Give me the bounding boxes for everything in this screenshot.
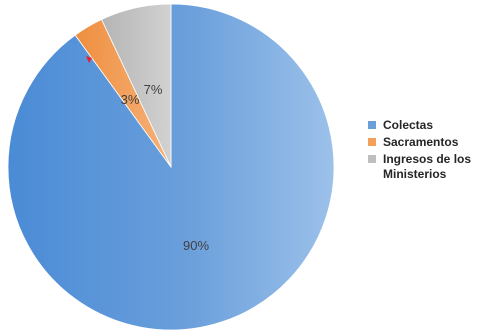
- chart-legend: Colectas Sacramentos Ingresos de los Min…: [368, 118, 480, 184]
- slice-label-ingresos: 7%: [144, 82, 163, 97]
- legend-label-ingresos: Ingresos de los Ministerios: [383, 152, 472, 181]
- legend-label-colectas: Colectas: [383, 118, 434, 132]
- legend-label-sacramentos: Sacramentos: [383, 135, 459, 149]
- legend-swatch-ingresos: [368, 155, 376, 163]
- red-arrow-marker: [86, 56, 92, 63]
- legend-swatch-sacramentos: [368, 138, 376, 146]
- slice-label-sacramentos: 3%: [121, 92, 140, 107]
- legend-item-colectas: Colectas: [368, 118, 480, 133]
- legend-item-sacramentos: Sacramentos: [368, 135, 480, 150]
- legend-item-ingresos: Ingresos de los Ministerios: [368, 152, 480, 182]
- slice-label-colectas: 90%: [183, 238, 209, 253]
- legend-swatch-colectas: [368, 121, 376, 129]
- pie-slice-ingresos: [101, 3, 172, 168]
